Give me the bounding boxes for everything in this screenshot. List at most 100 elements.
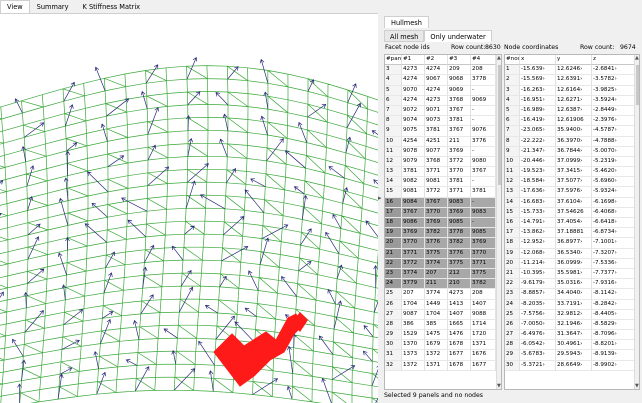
- table-cell: -: [471, 197, 496, 208]
- facet-column-header[interactable]: #4: [471, 55, 496, 66]
- table-row[interactable]: 9 9075 3781 3767 9076: [385, 126, 501, 137]
- tab-hullmesh[interactable]: Hullmesh: [384, 16, 429, 28]
- facet-column-header[interactable]: #3: [448, 55, 471, 66]
- tab-k-stiffness-matrix[interactable]: K Stiffness Matrix: [82, 3, 141, 11]
- table-row[interactable]: 15 -15.733› 37.54626 -6.4068›: [505, 207, 639, 218]
- table-row[interactable]: 30 1370 1679 1678 1371: [385, 340, 501, 351]
- table-row[interactable]: 28 -6.0542› 30.4961› -8.8201›: [505, 340, 639, 351]
- table-row[interactable]: 4 -16.951› 12.6271› -3.5924›: [505, 95, 639, 106]
- table-row[interactable]: 10 -20.446› 37.0999› -5.2319›: [505, 156, 639, 168]
- table-cell: -4.5787›: [592, 126, 635, 137]
- table-row[interactable]: 29 -5.6783› 29.5943› -8.9139›: [505, 350, 639, 361]
- table-cell: 37.6104›: [556, 197, 592, 208]
- table-row[interactable]: 29 1529 1475 1476 1720: [385, 330, 501, 341]
- splitter[interactable]: ▸: [378, 14, 382, 403]
- table-row[interactable]: 17 -13.862› 37.18881 -6.8734›: [505, 228, 639, 239]
- table-row[interactable]: 17 3767 3770 3769 9083: [385, 207, 501, 218]
- table-row[interactable]: 3 4273 4274 209 208: [385, 65, 501, 76]
- table-row[interactable]: 5 -16.989› 12.6387› -2.8449›: [505, 105, 639, 117]
- table-row[interactable]: 5 9070 4274 9069-: [385, 85, 501, 96]
- table-row[interactable]: 3 -16.263› 12.6164› -3.9825›: [505, 85, 639, 96]
- table-row[interactable]: 21 3771 3775 3776 3770: [385, 248, 501, 259]
- table-row[interactable]: 13 3781 3771 3770 3767: [385, 167, 501, 178]
- tab-all-mesh[interactable]: All mesh: [384, 30, 425, 42]
- table-cell: 9085: [448, 218, 471, 229]
- table-cell: -8.1142›: [592, 289, 635, 300]
- table-row[interactable]: 9 -21.347› 36.7844› -5.0070›: [505, 146, 639, 157]
- node-table[interactable]: #nodexyz1-15.639›12.6246›-2.6841›2-15.56…: [504, 54, 640, 390]
- nodes-column-header[interactable]: #node: [505, 55, 520, 66]
- table-row[interactable]: 26 1704 1449 1413 1407: [385, 299, 501, 310]
- table-row[interactable]: 28 386 385 1665 1714: [385, 319, 501, 331]
- scroll-down-icon[interactable]: ▼: [497, 383, 501, 389]
- facet-scroll-thumb[interactable]: [498, 65, 501, 185]
- table-row[interactable]: 6 -16.419› 12.61906 -2.3976›: [505, 116, 639, 127]
- nodes-column-header[interactable]: y: [556, 55, 592, 66]
- table-row[interactable]: 30 -5.3721› 28.6649› -8.9902›: [505, 360, 639, 371]
- table-row[interactable]: 24 -8.2035› 33.7191› -8.2842›: [505, 299, 639, 310]
- facet-column-header[interactable]: #1: [402, 55, 425, 66]
- node-scroll-thumb[interactable]: [636, 65, 639, 105]
- tab-only-underwater[interactable]: Only underwater: [424, 30, 492, 42]
- table-row[interactable]: 11 -19.523› 37.3415› -5.4620›: [505, 167, 639, 178]
- table-row[interactable]: 19 3769 3782 3778 9085: [385, 228, 501, 239]
- facet-column-header[interactable]: #pane: [385, 55, 402, 66]
- table-cell: -7.0050›: [520, 319, 556, 331]
- table-row[interactable]: 24 3779 211 210 3782: [385, 279, 501, 290]
- scroll-down-icon[interactable]: ▼: [635, 383, 639, 389]
- table-row[interactable]: 31 1373 1372 1677 1676: [385, 350, 501, 361]
- table-row[interactable]: 20 -11.214› 36.0999› -7.5336›: [505, 258, 639, 269]
- node-scrollbar[interactable]: ▲ ▼: [634, 55, 639, 389]
- facet-scrollbar[interactable]: ▲ ▼: [496, 55, 501, 389]
- table-row[interactable]: 21 -10.395› 35.5981› -7.7377›: [505, 268, 639, 280]
- collapse-arrow-icon[interactable]: ▸: [378, 194, 382, 202]
- table-row[interactable]: 16 9084 3767 9083-: [385, 197, 501, 208]
- scroll-up-icon[interactable]: ▲: [497, 55, 501, 61]
- table-cell: 2: [505, 75, 520, 86]
- table-row[interactable]: 27 9087 1704 1407 9088: [385, 309, 501, 320]
- scroll-up-icon[interactable]: ▲: [635, 55, 639, 61]
- nodes-column-header[interactable]: x: [520, 55, 556, 66]
- table-row[interactable]: 7 -23.065› 35.9400› -4.5787›: [505, 126, 639, 137]
- table-row[interactable]: 23 -8.8857› 34.4040› -8.1142›: [505, 289, 639, 300]
- table-row[interactable]: 19 -12.068› 36.5340› -7.3207›: [505, 248, 639, 259]
- table-row[interactable]: 14 -16.683› 37.6104› -6.1698›: [505, 197, 639, 208]
- table-row[interactable]: 8 -22.222› 36.3970› -4.7888›: [505, 136, 639, 147]
- table-row[interactable]: 4 4274 9067 9068 3778: [385, 75, 501, 86]
- table-row[interactable]: 16 -14.791› 37.4054› -6.6418›: [505, 218, 639, 229]
- table-row[interactable]: 27 -6.4976› 31.3647› -8.7096›: [505, 330, 639, 341]
- table-row[interactable]: 1 -15.639› 12.6246› -2.6841›: [505, 65, 639, 76]
- table-row[interactable]: 26 -7.0050› 32.1946› -8.5829›: [505, 319, 639, 331]
- facet-column-header[interactable]: #2: [425, 55, 448, 66]
- tab-summary[interactable]: Summary: [36, 3, 69, 11]
- mesh-canvas[interactable]: [0, 14, 378, 403]
- table-row[interactable]: 12 -18.584› 37.5077› -5.6960›: [505, 177, 639, 188]
- facet-table[interactable]: #pane#1#2#3#4342734274209208442749067906…: [384, 54, 502, 390]
- table-row[interactable]: 23 3774 207 212 3775: [385, 268, 501, 280]
- 3d-mesh-viewport[interactable]: [0, 13, 378, 403]
- table-cell: 9075: [402, 126, 425, 137]
- table-cell: 31.3647›: [556, 330, 592, 341]
- table-row[interactable]: 7 9072 9071 3767-: [385, 105, 501, 117]
- table-cell: 3767: [425, 197, 448, 208]
- table-row[interactable]: 13 -17.636› 37.5976› -5.9324›: [505, 187, 639, 198]
- table-row[interactable]: 2 -15.569› 12.6391› -3.5782›: [505, 75, 639, 86]
- table-row[interactable]: 14 9082 9081 3781-: [385, 177, 501, 188]
- table-row[interactable]: 18 9086 3769 9085-: [385, 218, 501, 229]
- table-row[interactable]: 22 -9.6179› 35.0316› -7.9316›: [505, 279, 639, 290]
- table-cell: 21: [385, 248, 402, 259]
- table-row[interactable]: 8 9074 9073 3781-: [385, 116, 501, 127]
- nodes-column-header[interactable]: z: [592, 55, 635, 66]
- table-row[interactable]: 32 1372 1371 1678 1677: [385, 360, 501, 371]
- table-row[interactable]: 20 3770 3776 3782 3769: [385, 238, 501, 249]
- table-row[interactable]: 18 -12.952› 36.8977› -7.1001›: [505, 238, 639, 249]
- table-row[interactable]: 6 4274 4273 3768 9069: [385, 95, 501, 106]
- table-row[interactable]: 25 207 3774 4273 208: [385, 289, 501, 300]
- table-row[interactable]: 10 4254 4251 211 3776: [385, 136, 501, 147]
- table-row[interactable]: 11 9078 9077 3769-: [385, 146, 501, 157]
- table-row[interactable]: 22 3772 3774 3775 3771: [385, 258, 501, 269]
- table-row[interactable]: 12 9079 3768 3772 9080: [385, 156, 501, 168]
- table-row[interactable]: 25 -7.5756› 32.9812› -8.4405›: [505, 309, 639, 320]
- tab-view[interactable]: View: [0, 0, 30, 14]
- table-row[interactable]: 15 9081 3772 3771 3781: [385, 187, 501, 198]
